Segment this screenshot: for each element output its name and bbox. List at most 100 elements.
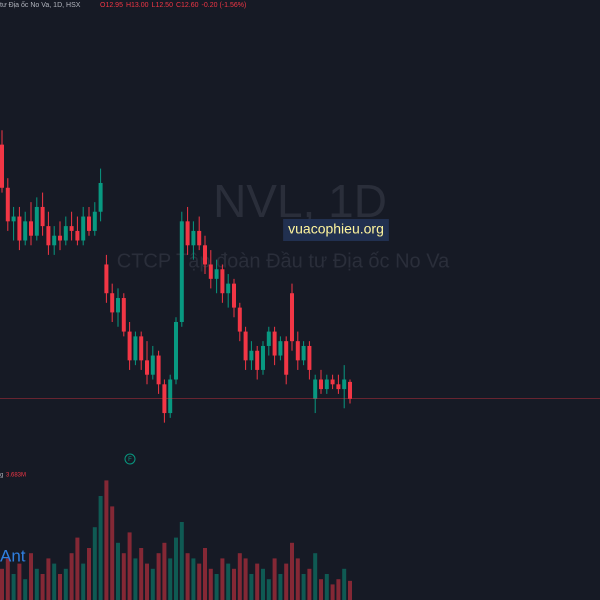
volume-bar xyxy=(214,574,219,600)
candle-body xyxy=(11,216,16,222)
candle-body xyxy=(92,211,97,231)
candle-body xyxy=(261,345,265,370)
candle-body xyxy=(243,331,248,361)
volume-bar xyxy=(255,563,260,600)
candle-body xyxy=(249,350,254,361)
candle-body xyxy=(203,245,207,265)
volume-bar xyxy=(179,522,184,600)
volume-bar xyxy=(145,563,149,600)
volume-bar xyxy=(139,548,144,600)
volume-value: 3.683M xyxy=(6,473,26,479)
volume-bar xyxy=(110,506,115,600)
candle-body xyxy=(63,226,68,241)
candle-body xyxy=(266,331,271,346)
volume-bar xyxy=(272,558,277,600)
volume-bar xyxy=(104,480,109,600)
candle-body xyxy=(98,182,103,212)
volume-bar xyxy=(162,542,167,600)
candle-body xyxy=(324,379,329,390)
volume-bar xyxy=(40,574,45,600)
candle-body xyxy=(272,331,277,356)
volume-bar xyxy=(319,579,323,600)
candle-body xyxy=(104,264,109,294)
candle-body xyxy=(348,381,352,399)
volume-bar xyxy=(191,558,196,600)
volume-bar xyxy=(69,553,74,600)
volume-bar xyxy=(92,527,97,600)
volume-bar xyxy=(226,563,231,600)
volume-pane xyxy=(0,480,352,600)
candle-body xyxy=(208,264,213,279)
volume-bar xyxy=(168,558,173,600)
candle-body xyxy=(301,345,306,361)
candle-body xyxy=(319,379,323,390)
candle-body xyxy=(52,235,57,246)
volume-bar xyxy=(336,579,341,600)
header-ohlc: L12.50 xyxy=(152,2,174,9)
volume-bar xyxy=(295,558,300,600)
volume-bar xyxy=(46,558,51,600)
volume-bar xyxy=(220,558,225,600)
candle-body xyxy=(127,331,132,361)
header-ohlc: H13.00 xyxy=(126,2,149,9)
candle-body xyxy=(34,206,39,236)
candle-body xyxy=(150,355,155,375)
volume-bar xyxy=(34,568,39,600)
volume-bar xyxy=(278,574,283,600)
candle-body xyxy=(307,345,312,370)
overlay-box xyxy=(283,219,389,241)
candle-body xyxy=(5,187,10,222)
candle-body xyxy=(226,283,231,294)
volume-bar xyxy=(324,574,329,600)
candle-body xyxy=(121,298,126,332)
candle-body xyxy=(255,350,260,370)
volume-bar xyxy=(301,574,306,600)
candle-body xyxy=(75,230,80,241)
candle-body xyxy=(139,336,144,361)
volume-bar xyxy=(98,496,103,600)
volume-bar xyxy=(17,563,22,600)
volume-bar xyxy=(5,558,10,600)
volume-bar xyxy=(75,537,80,600)
candle-body xyxy=(174,321,178,380)
candle-body xyxy=(179,221,184,322)
candle-body xyxy=(110,293,115,313)
candle-body xyxy=(278,341,283,356)
volume-bar xyxy=(232,568,236,600)
candle-body xyxy=(145,360,149,375)
candle-body xyxy=(295,341,300,361)
candle-body xyxy=(58,235,62,241)
volume-bar xyxy=(197,563,202,600)
candle-body xyxy=(237,307,242,332)
volume-bar xyxy=(52,563,57,600)
volume-bar xyxy=(348,580,352,600)
volume-bar xyxy=(87,548,91,600)
volume-bar xyxy=(133,558,138,600)
volume-bar xyxy=(0,568,4,600)
volume-bar xyxy=(237,553,242,600)
watermark-subtitle: CTCP Tập đoàn Đầu tư Địa ốc No Va xyxy=(117,250,450,272)
candle-body xyxy=(87,216,91,231)
candle-body xyxy=(156,355,161,385)
volume-bar xyxy=(185,553,190,600)
candle-body xyxy=(168,379,173,414)
watermark-title: NVL, 1D xyxy=(213,175,387,227)
candle-body xyxy=(313,379,318,399)
volume-name: g xyxy=(0,473,3,479)
candle-body xyxy=(46,226,51,246)
volume-bar xyxy=(23,579,28,600)
volume-bar xyxy=(58,574,62,600)
volume-bar xyxy=(307,568,312,600)
volume-bar xyxy=(116,542,120,600)
volume-bar xyxy=(63,568,68,600)
event-marker[interactable] xyxy=(124,453,136,465)
candle-body xyxy=(220,269,225,294)
overlay-label: vuacophieu.org xyxy=(288,221,384,237)
volume-bar xyxy=(249,574,254,600)
candle-body xyxy=(197,230,202,246)
candle-body xyxy=(81,216,86,241)
candle-body xyxy=(232,283,236,308)
candle-body xyxy=(23,221,28,241)
volume-bar xyxy=(342,568,347,600)
